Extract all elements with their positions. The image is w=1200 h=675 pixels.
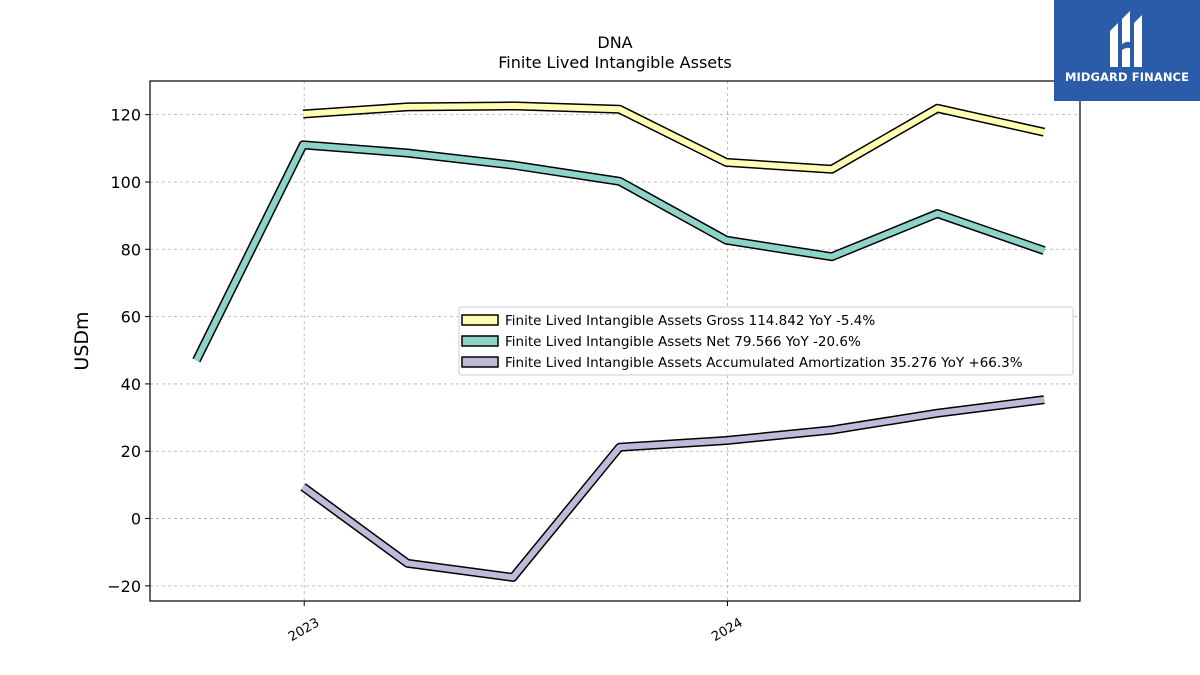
x-tick-label: 2024: [709, 615, 745, 645]
series-1: [302, 101, 1046, 174]
x-tick-label: 2023: [286, 615, 322, 645]
chart-subtitle: Finite Lived Intangible Assets: [498, 53, 731, 72]
legend-label: Finite Lived Intangible Assets Gross 114…: [505, 313, 875, 329]
y-tick-label: 120: [110, 106, 141, 125]
series-3: [300, 395, 1045, 582]
series-2: [192, 140, 1046, 363]
chart-title: DNA: [597, 33, 632, 52]
plot-frame: [149, 80, 1081, 602]
legend-swatch: [461, 356, 499, 368]
y-tick-label: 40: [121, 375, 141, 394]
brand-name: MIDGARD FINANCE: [1064, 70, 1190, 84]
y-axis: −20 0 20 40 60 80 100 120: [107, 106, 150, 596]
legend-label: Finite Lived Intangible Assets Net 79.56…: [505, 334, 861, 350]
legend: Finite Lived Intangible Assets Gross 114…: [458, 306, 1074, 376]
y-tick-label: 80: [121, 240, 141, 259]
y-tick-label: 0: [131, 510, 141, 529]
y-tick-label: −20: [107, 577, 141, 596]
legend-swatch: [461, 314, 499, 326]
legend-swatch: [461, 335, 499, 347]
series-line-outline: [300, 395, 1045, 582]
series-line: [193, 141, 1046, 362]
legend-box: [458, 306, 1074, 376]
series-layer: [192, 101, 1046, 582]
x-axis: 2023 2024: [286, 601, 745, 645]
y-tick-label: 60: [121, 308, 141, 327]
series-line: [302, 102, 1045, 173]
y-axis-label: USDm: [71, 311, 93, 370]
legend-label: Finite Lived Intangible Assets Accumulat…: [505, 355, 1023, 371]
y-tick-label: 100: [110, 173, 141, 192]
brand-logo-icon: [1110, 11, 1142, 67]
series-line: [301, 396, 1045, 581]
y-tick-label: 20: [121, 442, 141, 461]
brand-logo: MIDGARD FINANCE: [1054, 0, 1200, 101]
